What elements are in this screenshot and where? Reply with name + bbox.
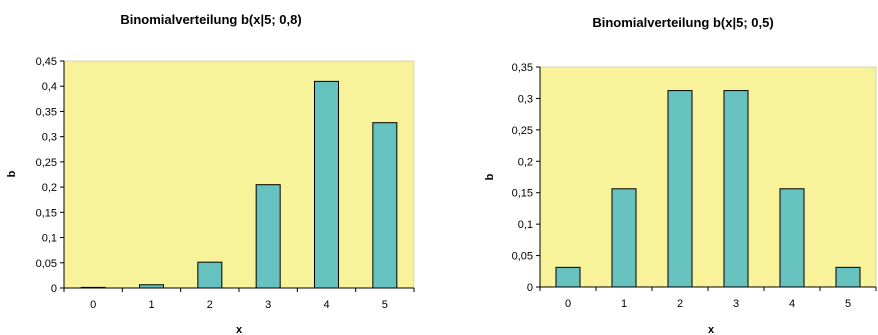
y-tick-label: 0,2 — [42, 182, 57, 194]
y-tick-label: 0,35 — [36, 106, 57, 118]
x-tick-label: 2 — [677, 298, 683, 310]
y-tick-label: 0,1 — [518, 219, 533, 231]
x-tick-label: 5 — [845, 298, 851, 310]
y-tick-label: 0,05 — [512, 251, 533, 263]
y-tick-label: 0,15 — [36, 207, 57, 219]
bar — [80, 286, 106, 289]
bar — [197, 261, 223, 289]
bar — [255, 184, 281, 289]
x-axis-label: x — [236, 324, 243, 335]
y-tick-label: 0 — [51, 283, 57, 295]
x-tick-label: 4 — [323, 299, 329, 311]
bar — [835, 266, 861, 288]
y-tick-label: 0,3 — [518, 93, 533, 105]
chart-title: Binomialverteilung b(x|5; 0,8) — [120, 12, 301, 27]
bar — [611, 188, 637, 288]
y-axis-label: b — [484, 173, 496, 180]
y-tick-label: 0,45 — [36, 56, 57, 68]
x-tick-label: 1 — [621, 298, 627, 310]
y-tick-label: 0,25 — [512, 125, 533, 137]
bar — [667, 90, 693, 288]
chart-left: Binomialverteilung b(x|5; 0,8) b x 0 0,05… — [6, 12, 415, 335]
y-tick-label: 0,4 — [42, 81, 57, 93]
x-tick-label: 4 — [789, 298, 795, 310]
chart-title: Binomialverteilung b(x|5; 0,5) — [592, 15, 773, 30]
y-tick-label: 0,05 — [36, 258, 57, 270]
bar — [139, 284, 164, 289]
x-tick-label: 1 — [148, 299, 154, 311]
x-tick-label: 3 — [265, 299, 271, 311]
y-tick-label: 0,25 — [36, 157, 57, 169]
y-axis-label: b — [6, 170, 18, 177]
bar — [779, 188, 805, 288]
y-tick-label: 0,2 — [518, 156, 533, 168]
y-tick-label: 0 — [527, 282, 533, 294]
bar — [372, 122, 398, 289]
y-tick-label: 0,3 — [42, 132, 57, 144]
bar — [555, 266, 581, 288]
x-axis-label: x — [708, 324, 715, 335]
x-tick-label: 0 — [565, 298, 571, 310]
x-tick-label: 2 — [207, 299, 213, 311]
x-tick-label: 0 — [90, 299, 96, 311]
x-tick-label: 3 — [733, 298, 739, 310]
y-tick-label: 0,15 — [512, 188, 533, 200]
bar — [314, 80, 339, 289]
y-tick-label: 0,35 — [512, 62, 533, 74]
bar — [723, 90, 749, 288]
plot-area — [539, 66, 877, 288]
plot-area — [63, 60, 415, 289]
x-tick-label: 5 — [382, 299, 388, 311]
chart-right: Binomialverteilung b(x|5; 0,5) b x 0 0,05… — [484, 15, 877, 335]
y-tick-label: 0,1 — [42, 233, 57, 245]
